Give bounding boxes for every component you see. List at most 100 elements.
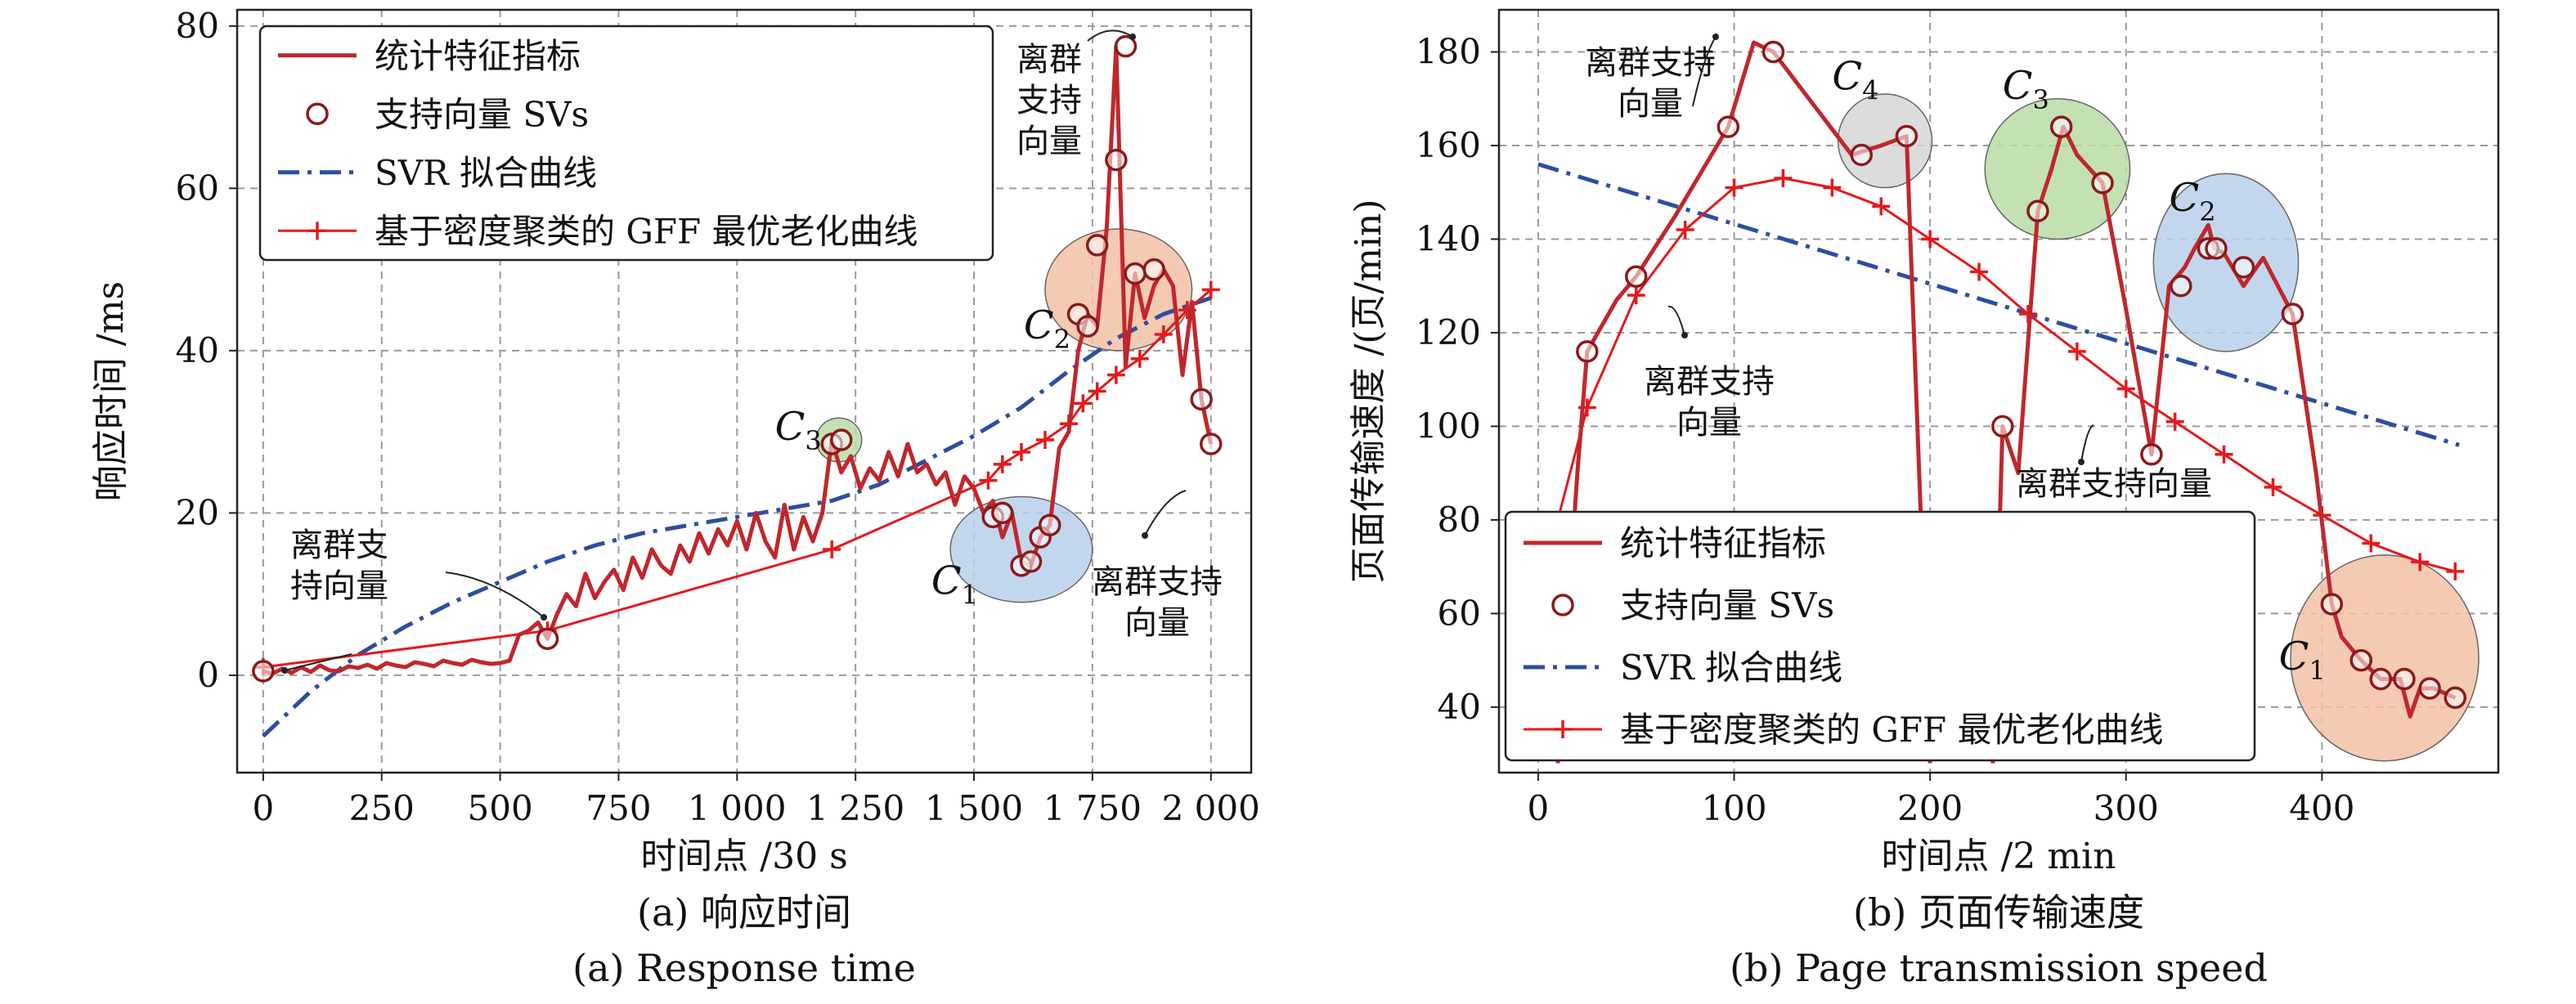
cluster-label-c3: C3 — [2003, 63, 2049, 115]
x-tick-label: 300 — [2094, 788, 2159, 828]
y-tick-label: 80 — [1438, 500, 1481, 540]
y-axis-label: 页面传输速度 /(页/min) — [1348, 199, 1389, 583]
cluster-label-c2: C2 — [1024, 303, 1070, 355]
y-tick-label: 60 — [176, 168, 219, 208]
x-tick-label: 1 000 — [688, 788, 786, 828]
panel-b-page-speed: 0 100 200 300 400 40 60 80 100 120 140 160 180 时间点 /2… — [1348, 8, 2500, 990]
annotation-text-line: 支持 — [1016, 82, 1082, 119]
support-vector-point — [2320, 593, 2344, 616]
series-support-vectors — [1576, 40, 2467, 710]
axes-frame — [1497, 8, 2500, 774]
series-svr-fit-line — [262, 295, 1212, 738]
support-vector-point — [1076, 315, 1099, 338]
support-vector-point — [1114, 34, 1138, 58]
annotation-text-line: 离群支持 — [1585, 44, 1716, 82]
legend-label: 基于密度聚类的 GFF 最优老化曲线 — [1620, 710, 2164, 750]
support-vector-point — [1761, 40, 1785, 64]
support-vector-point — [1190, 388, 1213, 411]
legend-box — [258, 25, 994, 262]
annotation-text-line: 向量 — [1124, 604, 1190, 642]
y-tick-label: 180 — [1416, 32, 1481, 72]
support-vector-point — [1850, 143, 1874, 167]
support-vector-point — [2281, 303, 2304, 325]
x-tick-label: 1 250 — [806, 788, 904, 828]
annotation-arrow — [1144, 490, 1187, 536]
support-vector-point — [1038, 513, 1061, 537]
support-vector-point — [2026, 199, 2049, 222]
axes-frame — [236, 8, 1253, 774]
annotation-outlier-support-vectors: 离群支持向量 — [1016, 29, 1136, 160]
legend-label: 支持向量 SVs — [1620, 585, 1834, 625]
y-tick-label: 20 — [176, 492, 219, 532]
legend-label: SVR 拟合曲线 — [375, 153, 597, 193]
support-vector-point — [830, 428, 853, 451]
support-vector-point — [2418, 677, 2441, 700]
annotation-outlier-support-vectors: 离群支持向量 — [1092, 490, 1223, 642]
annotation-arrow — [2080, 424, 2094, 463]
annotation-outlier-support-vectors: 离群支持向量 — [1585, 34, 1719, 123]
cluster-label-subscript: 2 — [1054, 324, 1070, 355]
annotation-arrow-head — [1129, 34, 1136, 40]
legend-label: 基于密度聚类的 GFF 最优老化曲线 — [375, 211, 918, 251]
cluster-label-subscript: 1 — [962, 580, 978, 611]
support-vector-point — [1624, 265, 1648, 289]
annotation-arrow — [1692, 36, 1717, 107]
y-tick-label: 40 — [1438, 687, 1481, 727]
annotation-arrow-head — [1142, 532, 1148, 539]
legend-label: SVR 拟合曲线 — [1620, 648, 1842, 688]
annotation-arrow-head — [541, 614, 547, 621]
support-vector-point — [1576, 340, 1599, 363]
annotation-text-line: 离群 — [1016, 41, 1082, 78]
support-vector-point — [2369, 667, 2392, 691]
cluster-label-letter: C — [1832, 53, 1862, 99]
support-vector-point — [2232, 256, 2255, 279]
annotation-outlier-support-vectors: 离群支持向量 — [2016, 424, 2212, 503]
cluster-label-subscript: 3 — [2033, 84, 2049, 115]
cluster-label-subscript: 2 — [2199, 196, 2215, 227]
support-vector-point — [1124, 262, 1147, 285]
cluster-label-letter: C — [2003, 63, 2033, 109]
y-tick-label: 80 — [176, 6, 219, 46]
support-vector-point — [2140, 443, 2163, 466]
panel-a-response-time: 0 250 500 750 1 000 1 250 1 500 1 750 2 000 0 20 40… — [90, 6, 1260, 990]
cluster-label-letter: C — [2169, 175, 2199, 221]
support-vector-point — [2444, 686, 2467, 710]
legend-label: 统计特征指标 — [375, 36, 581, 76]
cluster-label-letter: C — [1024, 303, 1054, 348]
support-vector-point — [1991, 415, 2014, 438]
x-axis-label: 时间点 /2 min — [1882, 836, 2116, 877]
annotation-arrow — [1087, 29, 1133, 42]
series-stat-indicator-line — [263, 44, 1214, 676]
annotation-text-line: 离群支 — [290, 527, 388, 564]
annotation-arrow — [284, 653, 352, 671]
y-tick-label: 40 — [176, 330, 219, 370]
series-gff-curve-line — [1556, 177, 2456, 573]
legend-swatch-support-vector — [1551, 594, 1574, 616]
annotation-text-line: 离群支持 — [1092, 563, 1223, 601]
legend-label: 支持向量 SVs — [375, 94, 589, 134]
ticks: 0 100 200 300 400 40 60 80 100 120 140 160 180 — [1416, 32, 2355, 828]
support-vector-point — [536, 627, 559, 650]
annotation-text-line: 向量 — [1676, 404, 1742, 441]
support-vector-point — [2091, 172, 2114, 195]
x-tick-label: 750 — [586, 788, 651, 828]
y-axis-label: 响应时间 /ms — [90, 281, 132, 501]
ticks: 0 250 500 750 1 000 1 250 1 500 1 750 2 000 0 20 40… — [176, 6, 1260, 828]
cluster-ellipse-c2 — [2152, 173, 2300, 352]
legend-box — [1504, 510, 2256, 762]
x-tick-label: 1 750 — [1043, 788, 1142, 828]
x-tick-label: 100 — [1701, 788, 1766, 828]
y-tick-label: 140 — [1416, 218, 1481, 258]
annotation-text-line: 持向量 — [290, 567, 388, 605]
caption-chinese: (b) 页面传输速度 — [1853, 890, 2144, 935]
cluster-label-subscript: 1 — [2309, 655, 2325, 686]
legend-label: 统计特征指标 — [1620, 523, 1826, 563]
annotation-text-line: 离群支持 — [1644, 363, 1775, 401]
support-vector-point — [2349, 648, 2373, 672]
cluster-ellipse-c3 — [1984, 98, 2131, 240]
y-tick-label: 160 — [1416, 125, 1481, 165]
support-vector-point — [1105, 148, 1128, 172]
support-vector-point — [1085, 234, 1109, 257]
